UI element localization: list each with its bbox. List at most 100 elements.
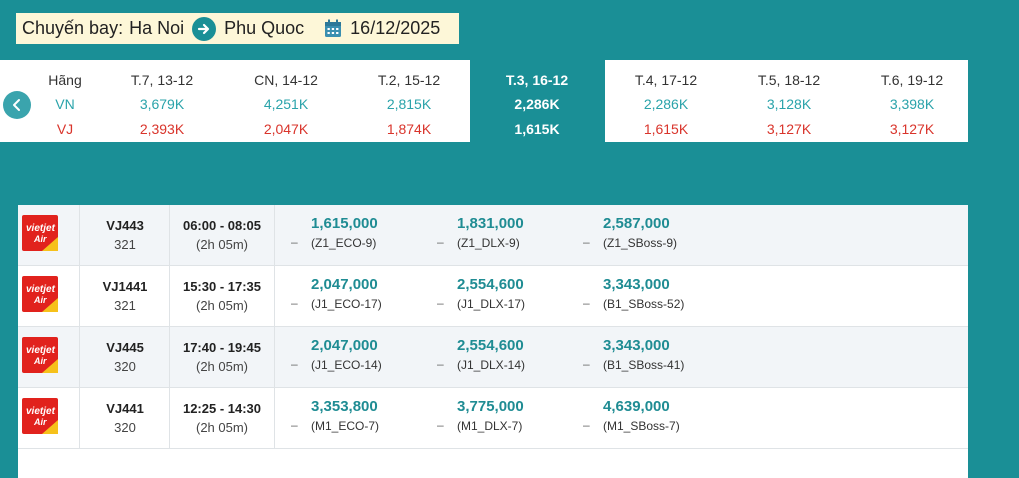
column-divider bbox=[79, 205, 80, 265]
vj-price[interactable]: 2,393K bbox=[139, 121, 185, 137]
date-tab[interactable]: T.6, 19-12 3,398K 3,127K bbox=[852, 60, 972, 142]
flight-row[interactable]: vietjet Air VJ1441 321 15:30 - 17:35 (2h 05… bbox=[18, 266, 968, 327]
date-tab[interactable]: T.5, 18-12 3,128K 3,127K bbox=[729, 60, 849, 142]
aircraft-type: 321 bbox=[114, 237, 136, 252]
fare-dash: – bbox=[437, 418, 444, 432]
fare-price[interactable]: 2,587,000 bbox=[603, 215, 670, 232]
vn-price[interactable]: 2,815K bbox=[386, 96, 432, 112]
fare-price[interactable]: 3,775,000 bbox=[457, 398, 524, 415]
fare-code: (M1_SBoss-7) bbox=[603, 419, 680, 433]
column-divider bbox=[274, 205, 275, 265]
route-header: Chuyến bay: Ha Noi Phu Quoc 16/12/2025 bbox=[16, 13, 459, 44]
aircraft-type: 320 bbox=[114, 359, 136, 374]
fare-dash: – bbox=[583, 235, 590, 249]
column-divider bbox=[274, 327, 275, 387]
prev-dates-button[interactable] bbox=[3, 91, 31, 119]
fare-dash: – bbox=[291, 418, 298, 432]
fare-code: (Z1_ECO-9) bbox=[311, 236, 377, 250]
fare-option[interactable]: –1,615,000 (Z1_ECO-9) bbox=[291, 215, 378, 250]
flight-row[interactable]: vietjet Air VJ441 320 12:25 - 14:30 (2h 05m… bbox=[18, 388, 968, 449]
fare-option[interactable]: –2,047,000 (J1_ECO-14) bbox=[291, 337, 382, 372]
date-panel-right bbox=[605, 60, 968, 142]
date-tab-selected[interactable]: T.3, 16-12 2,286K 1,615K bbox=[477, 60, 597, 142]
column-divider bbox=[79, 388, 80, 448]
column-divider bbox=[79, 266, 80, 326]
vn-price[interactable]: 4,251K bbox=[263, 96, 309, 112]
date-price-strip: Hãng VN VJ T.7, 13-12 3,679K 2,393K CN, … bbox=[0, 60, 968, 142]
fare-option[interactable]: –3,775,000 (M1_DLX-7) bbox=[437, 398, 524, 433]
fare-option[interactable]: –4,639,000 (M1_SBoss-7) bbox=[583, 398, 680, 433]
aircraft-type: 321 bbox=[114, 298, 136, 313]
calendar-icon[interactable] bbox=[324, 19, 342, 38]
column-divider bbox=[169, 266, 170, 326]
vn-price[interactable]: 3,679K bbox=[139, 96, 185, 112]
flight-duration: (2h 05m) bbox=[195, 298, 249, 313]
fare-price[interactable]: 3,353,800 bbox=[311, 398, 378, 415]
flight-time: 06:00 - 08:05 bbox=[182, 218, 262, 233]
fare-option[interactable]: –3,353,800 (M1_ECO-7) bbox=[291, 398, 379, 433]
flight-row[interactable]: vietjet Air VJ445 320 17:40 - 19:45 (2h 05m… bbox=[18, 327, 968, 388]
fare-code: (J1_DLX-17) bbox=[457, 297, 526, 311]
vj-price[interactable]: 1,615K bbox=[514, 121, 560, 137]
svg-text:Air: Air bbox=[33, 356, 47, 366]
flight-results-table: vietjet Air VJ443 321 06:00 - 08:05 (2h 05m… bbox=[18, 205, 968, 478]
fare-option[interactable]: –3,343,000 (B1_SBoss-52) bbox=[583, 276, 684, 311]
column-divider bbox=[274, 266, 275, 326]
column-divider bbox=[274, 388, 275, 448]
vj-price[interactable]: 1,615K bbox=[643, 121, 689, 137]
flight-row[interactable]: vietjet Air VJ443 321 06:00 - 08:05 (2h 05m… bbox=[18, 205, 968, 266]
fare-option[interactable]: –2,047,000 (J1_ECO-17) bbox=[291, 276, 382, 311]
departure-date[interactable]: 16/12/2025 bbox=[350, 18, 441, 38]
date-tab[interactable]: T.7, 13-12 3,679K 2,393K bbox=[102, 60, 222, 142]
date-tab[interactable]: T.4, 17-12 2,286K 1,615K bbox=[606, 60, 726, 142]
vj-price[interactable]: 1,874K bbox=[386, 121, 432, 137]
fare-price[interactable]: 2,047,000 bbox=[311, 337, 378, 354]
fare-option[interactable]: –3,343,000 (B1_SBoss-41) bbox=[583, 337, 685, 372]
date-tab[interactable]: T.2, 15-12 2,815K 1,874K bbox=[349, 60, 469, 142]
vn-price[interactable]: 3,398K bbox=[889, 96, 935, 112]
vietjet-logo-icon: vietjet Air bbox=[22, 215, 58, 251]
airline-header: Hãng bbox=[48, 72, 82, 88]
column-divider bbox=[79, 327, 80, 387]
fare-price[interactable]: 2,554,600 bbox=[457, 337, 524, 354]
vn-price[interactable]: 3,128K bbox=[766, 96, 812, 112]
vietjet-logo-icon: vietjet Air bbox=[22, 337, 58, 373]
fare-price[interactable]: 2,554,600 bbox=[457, 276, 524, 293]
vietjet-logo-icon: vietjet Air bbox=[22, 276, 58, 312]
fare-option[interactable]: –2,587,000 (Z1_SBoss-9) bbox=[583, 215, 677, 250]
fare-price[interactable]: 2,047,000 bbox=[311, 276, 378, 293]
fare-code: (B1_SBoss-41) bbox=[603, 358, 685, 372]
vj-price[interactable]: 3,127K bbox=[766, 121, 812, 137]
svg-text:vietjet: vietjet bbox=[26, 223, 56, 234]
chevron-left-icon bbox=[13, 99, 20, 111]
fare-option[interactable]: –1,831,000 (Z1_DLX-9) bbox=[437, 215, 524, 250]
vn-price[interactable]: 2,286K bbox=[643, 96, 689, 112]
fare-price[interactable]: 3,343,000 bbox=[603, 276, 670, 293]
fare-dash: – bbox=[583, 418, 590, 432]
vj-price[interactable]: 2,047K bbox=[263, 121, 309, 137]
date-label: T.4, 17-12 bbox=[634, 72, 698, 88]
vj-price[interactable]: 3,127K bbox=[889, 121, 935, 137]
fare-option[interactable]: –2,554,600 (J1_DLX-14) bbox=[437, 337, 526, 372]
fare-price[interactable]: 1,831,000 bbox=[457, 215, 524, 232]
arrow-right-icon bbox=[192, 16, 217, 41]
date-label: T.7, 13-12 bbox=[130, 72, 194, 88]
fare-option[interactable]: –2,554,600 (J1_DLX-17) bbox=[437, 276, 526, 311]
svg-text:vietjet: vietjet bbox=[26, 284, 56, 295]
fare-price[interactable]: 1,615,000 bbox=[311, 215, 378, 232]
fare-price[interactable]: 3,343,000 bbox=[603, 337, 670, 354]
vn-price[interactable]: 2,286K bbox=[514, 96, 560, 112]
fare-dash: – bbox=[291, 357, 298, 371]
svg-text:Air: Air bbox=[33, 417, 47, 427]
airline-vn: VN bbox=[55, 96, 75, 112]
origin-city: Ha Noi bbox=[129, 18, 185, 38]
svg-text:vietjet: vietjet bbox=[26, 406, 56, 417]
flight-duration: (2h 05m) bbox=[195, 359, 249, 374]
airline-label-column: Hãng VN VJ bbox=[24, 60, 106, 142]
fare-price[interactable]: 4,639,000 bbox=[603, 398, 670, 415]
flight-number: VJ1441 bbox=[102, 279, 148, 294]
date-tab[interactable]: CN, 14-12 4,251K 2,047K bbox=[226, 60, 346, 142]
fare-code: (J1_DLX-14) bbox=[457, 358, 526, 372]
aircraft-type: 320 bbox=[114, 420, 136, 435]
flight-time: 12:25 - 14:30 bbox=[182, 401, 262, 416]
